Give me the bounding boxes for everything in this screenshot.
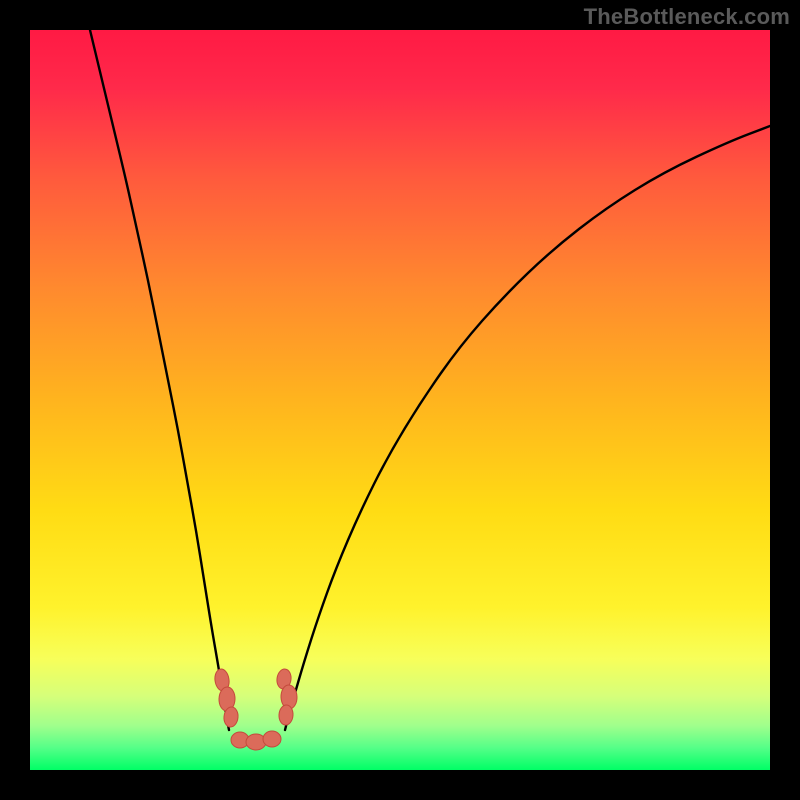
plot-area	[30, 30, 770, 770]
watermark-text: TheBottleneck.com	[584, 4, 790, 30]
chart-svg	[30, 30, 770, 770]
curve-marker	[263, 731, 281, 747]
chart-container: TheBottleneck.com	[0, 0, 800, 800]
gradient-background	[30, 30, 770, 770]
